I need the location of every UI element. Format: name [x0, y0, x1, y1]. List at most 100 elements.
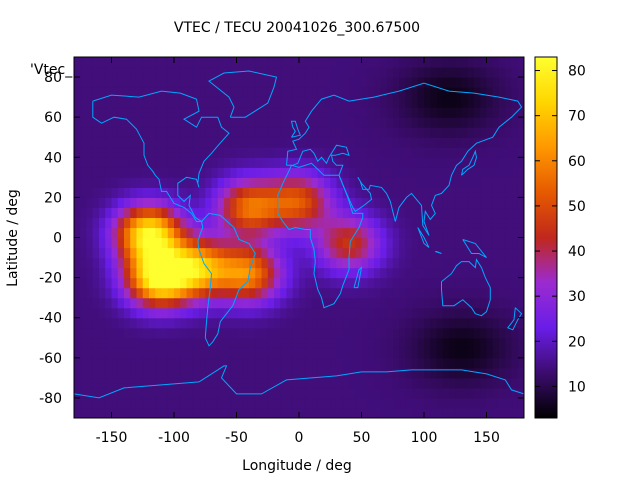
heatmap-cell [505, 107, 513, 118]
heatmap-cell [417, 67, 425, 78]
heatmap-cell [474, 97, 481, 108]
heatmap-cell [311, 97, 319, 108]
heatmap-cell [174, 367, 181, 379]
heatmap-cell [224, 367, 231, 379]
heatmap-cell [399, 227, 406, 239]
heatmap-cell [136, 77, 144, 88]
heatmap-cell [242, 257, 250, 269]
heatmap-cell [305, 57, 313, 68]
heatmap-cell [380, 407, 388, 418]
heatmap-cell [330, 327, 338, 339]
heatmap-cell [267, 87, 275, 98]
heatmap-cell [249, 387, 256, 399]
heatmap-cell [192, 177, 200, 188]
heatmap-cell [205, 227, 213, 239]
heatmap-cell [186, 317, 194, 329]
heatmap-cell [255, 217, 263, 229]
heatmap-cell [474, 367, 481, 379]
heatmap-cell [130, 187, 138, 198]
y-tick-label: -60 [39, 351, 62, 367]
heatmap-cell [267, 57, 275, 68]
heatmap-cell [455, 237, 463, 249]
heatmap-cell [186, 377, 194, 389]
heatmap-cell [105, 157, 113, 168]
heatmap-cell [442, 77, 450, 88]
heatmap-cell [405, 337, 413, 349]
heatmap-cell [511, 327, 519, 339]
heatmap-cell [86, 87, 94, 98]
heatmap-cell [105, 317, 113, 329]
heatmap-cell [355, 157, 363, 168]
heatmap-cell [292, 317, 300, 329]
heatmap-cell [274, 57, 281, 68]
heatmap-cell [311, 367, 319, 379]
heatmap-cell [517, 227, 524, 239]
heatmap-cell [305, 287, 313, 299]
heatmap-cell [361, 227, 369, 239]
heatmap-cell [367, 117, 375, 128]
heatmap-cell [205, 107, 213, 118]
heatmap-cell [292, 327, 300, 339]
heatmap-cell [211, 157, 219, 168]
heatmap-cell [286, 387, 294, 399]
heatmap-cell [286, 287, 294, 299]
heatmap-cell [517, 127, 524, 138]
heatmap-cell [330, 247, 338, 259]
heatmap-cell [436, 167, 444, 178]
heatmap-cell [130, 107, 138, 118]
heatmap-cell [217, 287, 225, 299]
heatmap-cell [392, 387, 400, 399]
heatmap-cell [349, 57, 356, 68]
heatmap-cell [349, 277, 356, 289]
heatmap-cell [430, 337, 438, 349]
heatmap-cell [242, 267, 250, 279]
heatmap-cell [417, 157, 425, 168]
heatmap-cell [305, 397, 313, 409]
heatmap-cell [180, 217, 188, 229]
heatmap-cell [374, 347, 381, 359]
heatmap-cell [374, 197, 381, 209]
heatmap-cell [149, 287, 156, 299]
heatmap-cell [455, 247, 463, 259]
heatmap-cell [424, 347, 431, 359]
heatmap-cell [374, 127, 381, 138]
heatmap-cell [167, 77, 175, 88]
heatmap-cell [430, 247, 438, 259]
heatmap-cell [249, 267, 256, 279]
heatmap-cell [292, 297, 300, 309]
heatmap-cell [180, 57, 188, 68]
heatmap-cell [442, 207, 450, 219]
heatmap-cell [186, 267, 194, 279]
heatmap-cell [211, 67, 219, 78]
heatmap-cell [224, 327, 231, 339]
heatmap-cell [424, 97, 431, 108]
heatmap-cell [461, 107, 469, 118]
heatmap-cell [236, 407, 244, 418]
heatmap-cell [242, 187, 250, 198]
heatmap-cell [511, 127, 519, 138]
heatmap-cell [155, 117, 163, 128]
heatmap-cell [205, 327, 213, 339]
heatmap-cell [224, 407, 231, 418]
heatmap-cell [355, 347, 363, 359]
heatmap-cell [355, 287, 363, 299]
heatmap-cell [511, 137, 519, 148]
heatmap-cell [324, 137, 331, 148]
heatmap-cell [392, 217, 400, 229]
heatmap-cell [242, 147, 250, 158]
heatmap-cell [305, 187, 313, 198]
heatmap-cell [486, 347, 494, 359]
heatmap-cell [211, 317, 219, 329]
heatmap-cell [74, 267, 81, 279]
heatmap-cell [517, 217, 524, 229]
heatmap-cell [74, 177, 81, 188]
heatmap-cell [367, 347, 375, 359]
heatmap-cell [142, 317, 150, 329]
heatmap-cell [99, 77, 106, 88]
heatmap-cell [505, 297, 513, 309]
heatmap-cell [349, 77, 356, 88]
heatmap-cell [199, 107, 206, 118]
heatmap-cell [161, 377, 169, 389]
heatmap-cell [305, 147, 313, 158]
heatmap-cell [261, 367, 269, 379]
